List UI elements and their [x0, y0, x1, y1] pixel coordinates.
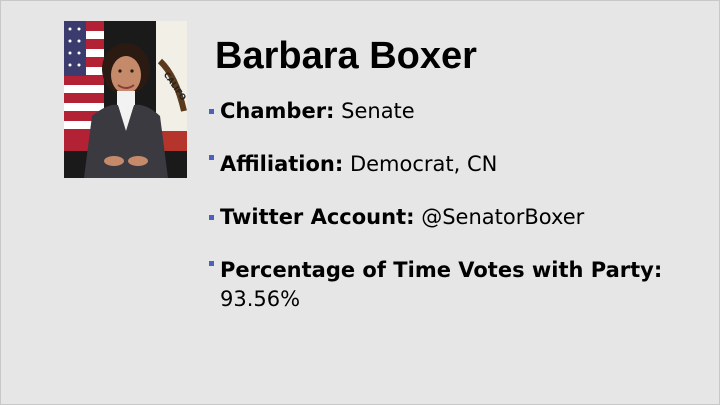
- california-flag-icon: CALIFO: [156, 21, 187, 151]
- bullet-icon: [209, 215, 214, 220]
- bullet-icon: [209, 261, 214, 266]
- party-votes-value: 93.56%: [220, 287, 301, 311]
- list-item-affiliation: Affiliation: Democrat, CN: [209, 150, 709, 179]
- list-item-twitter: Twitter Account: @SenatorBoxer: [209, 203, 709, 232]
- twitter-value: @SenatorBoxer: [414, 205, 585, 229]
- us-flag-icon: [64, 21, 104, 151]
- list-item-chamber: Chamber: Senate: [209, 97, 709, 126]
- affiliation-value: Democrat, CN: [343, 152, 498, 176]
- party-votes-label: Percentage of Time Votes with Party:: [220, 258, 663, 282]
- twitter-label: Twitter Account:: [220, 205, 415, 229]
- affiliation-label: Affiliation:: [220, 152, 344, 176]
- list-item-party-votes: Percentage of Time Votes with Party: 93.…: [209, 256, 709, 314]
- portrait-image: CALIFO: [64, 21, 187, 178]
- page-title: Barbara Boxer: [215, 35, 477, 77]
- bullet-icon: [209, 109, 214, 114]
- senator-portrait: CALIFO: [64, 21, 187, 178]
- chamber-value: Senate: [334, 99, 415, 123]
- info-list: Chamber: Senate Affiliation: Democrat, C…: [209, 97, 709, 314]
- chamber-label: Chamber:: [220, 99, 335, 123]
- bullet-icon: [209, 155, 214, 160]
